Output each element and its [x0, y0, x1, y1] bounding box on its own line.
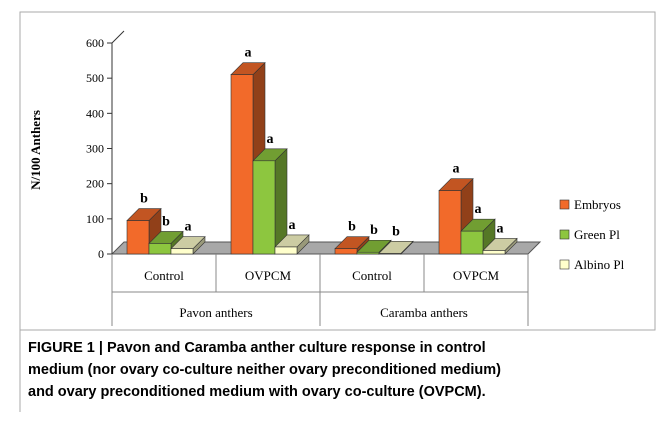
bar — [438, 190, 462, 255]
y-tick-label: 300 — [86, 142, 104, 156]
chart-frame — [19, 11, 656, 331]
value-letter: b — [370, 223, 378, 238]
legend-label: Albino Pl — [574, 257, 625, 272]
y-tick-label: 0 — [98, 247, 104, 261]
bar — [482, 250, 506, 255]
value-letter: a — [267, 132, 274, 147]
bar — [126, 220, 150, 255]
y-tick-label: 100 — [86, 212, 104, 226]
value-letter: b — [392, 224, 400, 239]
x-tick-label: Control — [352, 268, 392, 283]
bar — [274, 246, 298, 255]
group-label: Caramba anthers — [380, 305, 468, 320]
bar — [170, 248, 194, 255]
bar — [334, 248, 358, 255]
legend-label: Green Pl — [574, 227, 620, 242]
value-letter: b — [348, 220, 356, 235]
bar — [230, 74, 254, 255]
y-axis-label: N/100 Anthers — [28, 110, 43, 190]
value-letter: a — [497, 221, 504, 236]
bar — [148, 243, 172, 255]
caption-line: medium (nor ovary co-culture neither ova… — [28, 362, 501, 378]
y-tick-label: 400 — [86, 106, 104, 120]
value-letter: a — [245, 46, 252, 61]
caption-line: FIGURE 1 | Pavon and Caramba anther cult… — [28, 340, 486, 356]
bar — [378, 252, 402, 255]
legend-swatch — [559, 229, 570, 240]
bar — [252, 160, 276, 255]
value-letter: a — [453, 162, 460, 177]
group-label: Pavon anthers — [179, 305, 252, 320]
legend-label: Embryos — [574, 197, 621, 212]
x-tick-label: OVPCM — [245, 268, 292, 283]
value-letter: a — [289, 218, 296, 233]
value-letter: b — [140, 192, 148, 207]
caption-line: and ovary preconditioned medium with ova… — [28, 384, 486, 400]
y-tick-label: 500 — [86, 71, 104, 85]
x-tick-label: Control — [144, 268, 184, 283]
y-axis-back — [111, 30, 125, 44]
y-tick-label: 600 — [86, 36, 104, 50]
legend-swatch — [559, 199, 570, 210]
legend-swatch — [559, 259, 570, 270]
x-tick-label: OVPCM — [453, 268, 500, 283]
value-letter: b — [162, 214, 170, 229]
value-letter: a — [185, 220, 192, 235]
y-tick-label: 200 — [86, 177, 104, 191]
value-letter: a — [475, 202, 482, 217]
bar — [356, 251, 380, 255]
bar — [460, 230, 484, 255]
